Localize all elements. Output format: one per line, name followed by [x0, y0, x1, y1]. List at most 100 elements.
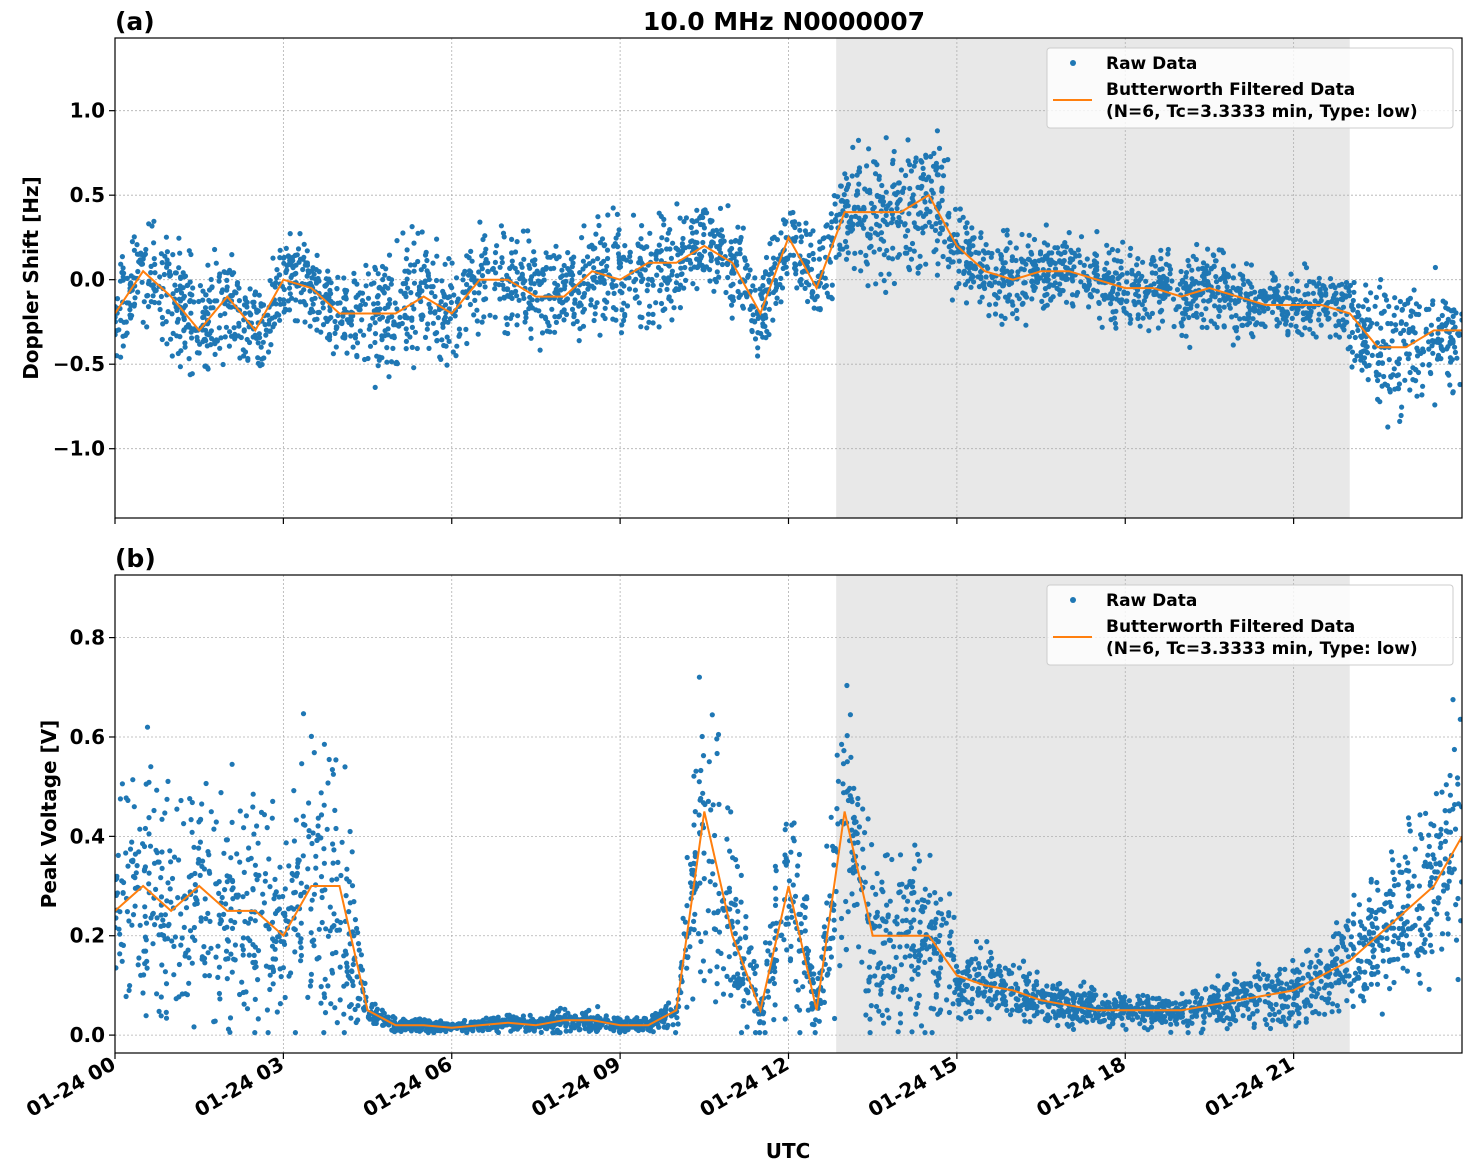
raw-point — [891, 148, 897, 155]
raw-point — [286, 261, 292, 267]
raw-point — [716, 246, 722, 252]
raw-point — [1259, 305, 1266, 312]
raw-point — [452, 313, 458, 319]
raw-point — [999, 321, 1005, 327]
raw-point — [1041, 278, 1047, 284]
raw-point — [764, 328, 770, 334]
raw-point — [1019, 231, 1025, 238]
raw-point — [1204, 324, 1210, 331]
raw-point — [590, 246, 596, 252]
raw-point — [750, 283, 756, 289]
raw-point — [135, 289, 141, 295]
raw-point — [269, 815, 275, 821]
y-tick-label: 0.8 — [70, 626, 105, 650]
raw-point — [1018, 266, 1024, 272]
raw-point — [852, 250, 858, 256]
raw-point — [310, 265, 316, 271]
raw-point — [339, 319, 345, 325]
raw-point — [176, 857, 182, 863]
raw-point — [184, 282, 190, 289]
raw-point — [546, 323, 552, 329]
raw-point — [613, 317, 619, 323]
raw-point — [961, 988, 967, 994]
raw-point — [723, 289, 729, 296]
raw-point — [911, 163, 917, 169]
raw-point — [355, 292, 361, 298]
raw-point — [1010, 302, 1016, 308]
raw-point — [495, 1029, 501, 1036]
raw-point — [664, 237, 670, 243]
raw-point — [460, 277, 466, 283]
raw-point — [730, 253, 737, 259]
raw-point — [150, 293, 156, 299]
raw-point — [1343, 284, 1349, 290]
raw-point — [1397, 418, 1403, 424]
raw-point — [267, 328, 273, 334]
raw-point — [1071, 264, 1077, 270]
raw-point — [964, 230, 970, 236]
raw-point — [1430, 350, 1436, 356]
raw-point — [175, 895, 181, 901]
raw-point — [213, 260, 219, 266]
raw-point — [252, 862, 258, 868]
raw-point — [1069, 292, 1076, 298]
raw-point — [154, 915, 160, 921]
raw-point — [1078, 983, 1084, 989]
raw-point — [700, 753, 707, 759]
raw-point — [201, 314, 207, 320]
raw-point — [481, 297, 487, 303]
raw-point — [197, 872, 203, 879]
raw-point — [719, 261, 726, 268]
raw-point — [1230, 342, 1236, 348]
raw-point — [1431, 906, 1437, 912]
raw-point — [232, 942, 238, 948]
raw-point — [380, 288, 386, 294]
raw-point — [569, 264, 575, 270]
raw-point — [187, 279, 193, 285]
raw-point — [197, 283, 203, 289]
raw-point — [1237, 286, 1243, 292]
raw-point — [499, 259, 505, 266]
raw-point — [123, 993, 129, 1000]
raw-point — [256, 292, 262, 298]
raw-point — [442, 302, 449, 308]
raw-point — [1251, 1024, 1257, 1030]
raw-point — [1021, 280, 1027, 286]
raw-point — [1305, 947, 1311, 953]
raw-point — [886, 937, 892, 943]
raw-point — [1399, 306, 1405, 313]
raw-point — [1336, 318, 1342, 324]
raw-point — [1360, 348, 1366, 355]
raw-point — [1367, 323, 1373, 330]
raw-point — [1395, 361, 1402, 367]
raw-point — [1435, 330, 1441, 336]
raw-point — [1256, 961, 1262, 967]
raw-point — [853, 819, 859, 825]
raw-point — [774, 295, 780, 301]
raw-point — [1023, 294, 1030, 300]
raw-point — [205, 849, 211, 855]
raw-point — [208, 276, 214, 283]
raw-point — [504, 321, 510, 328]
raw-point — [1406, 351, 1412, 357]
raw-point — [1262, 290, 1268, 296]
raw-point — [946, 984, 953, 990]
raw-point — [1215, 988, 1221, 994]
raw-point — [1366, 317, 1372, 323]
raw-point — [756, 314, 762, 321]
raw-point — [745, 274, 751, 280]
raw-point — [619, 281, 625, 287]
raw-point — [1433, 861, 1439, 867]
raw-point — [1454, 355, 1460, 361]
raw-point — [379, 337, 385, 343]
raw-point — [934, 238, 941, 244]
raw-point — [882, 219, 888, 225]
raw-point — [961, 268, 968, 274]
raw-point — [891, 182, 897, 188]
raw-point — [572, 297, 578, 303]
raw-point — [1235, 299, 1241, 305]
raw-point — [1232, 325, 1238, 331]
raw-point — [988, 254, 994, 260]
raw-point — [1289, 315, 1295, 321]
